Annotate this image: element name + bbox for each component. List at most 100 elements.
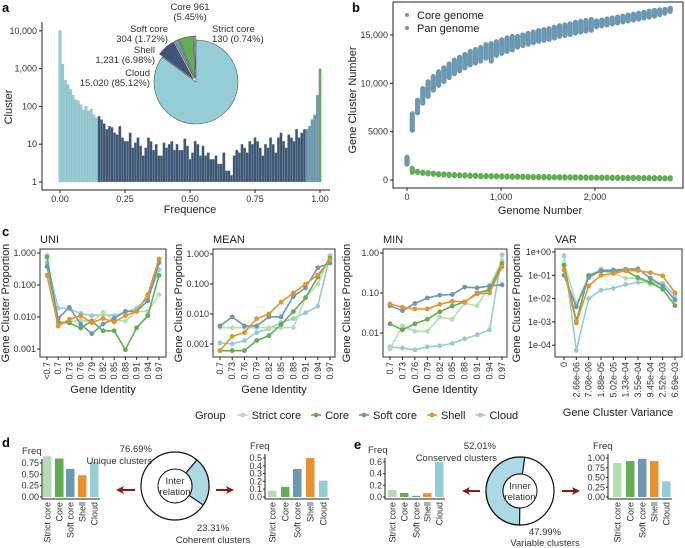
pan-genome-point xyxy=(599,17,605,29)
data-point-soft-core xyxy=(44,264,50,269)
pie-slice-core xyxy=(178,35,196,79)
core-genome-point xyxy=(493,173,500,180)
x-tick-label: 0.88 xyxy=(120,362,130,380)
plot-frame xyxy=(554,248,683,358)
data-point-shell xyxy=(217,348,223,354)
y-tick-label: 0.6 xyxy=(369,457,382,467)
histogram-bar xyxy=(167,144,171,183)
data-point-cloud xyxy=(573,347,579,353)
histogram-bar xyxy=(81,109,85,183)
histogram-bar xyxy=(292,141,296,183)
data-point-cloud xyxy=(598,287,604,293)
pie-label-value: 1,231 (6.98%) xyxy=(95,55,155,66)
filled-percent: 23.31% xyxy=(197,523,230,534)
histogram-bar xyxy=(79,104,83,183)
panel-a-histogram: Frequence Cluster 1 10 100 1,000 10,000 0.00 0… xyxy=(3,2,330,216)
legend-marker xyxy=(405,13,409,17)
x-tick-label: Cloud xyxy=(90,502,100,526)
y-tick-label: 1e-01 xyxy=(528,270,551,280)
x-tick-label: Core xyxy=(55,502,65,522)
donut-center-label: Inner xyxy=(509,481,531,492)
x-tick-label: 0.91 xyxy=(301,362,311,380)
bar-strict-core xyxy=(43,456,52,497)
pan-genome-point xyxy=(425,79,431,99)
histogram-bar xyxy=(284,147,288,183)
histogram-bar xyxy=(162,142,166,183)
data-point-core xyxy=(290,309,296,315)
histogram-bar xyxy=(206,152,210,183)
histogram-bar xyxy=(113,132,117,183)
pie-label-name: Soft core xyxy=(130,24,168,35)
y-tick-label: 1,000 xyxy=(14,64,37,74)
data-point-core xyxy=(156,272,162,278)
x-tick-label: Shell xyxy=(306,502,316,522)
x-tick-label: Shell xyxy=(650,502,660,522)
pan-genome-point xyxy=(441,65,447,84)
x-axis-title: Gene Cluster Variance xyxy=(563,407,673,419)
bar-chart-e-left: Freq 0.0 0.20.4 0.6 Strict core Core Soft core… xyxy=(368,445,445,543)
core-genome-point xyxy=(662,175,668,182)
data-point-shell xyxy=(647,270,653,276)
data-point-core xyxy=(672,303,678,309)
data-point-soft-core xyxy=(229,314,235,320)
histogram-bar xyxy=(276,137,280,183)
pan-genome-point xyxy=(567,21,573,38)
axis-lines xyxy=(41,459,100,500)
data-point-core xyxy=(449,303,455,309)
pan-genome-point xyxy=(488,41,494,64)
data-point-shell xyxy=(400,304,405,310)
data-point-soft-core xyxy=(123,308,128,314)
x-tick-label: 0.76 xyxy=(239,362,249,380)
histogram-bar xyxy=(214,155,218,183)
core-genome-point xyxy=(420,169,426,176)
x-axis-title: Genome Number xyxy=(498,205,583,217)
histogram-bar xyxy=(133,142,137,183)
pan-genome-point xyxy=(509,33,515,53)
histogram-bar xyxy=(219,163,223,183)
data-point-strict-core xyxy=(387,346,393,352)
pie-label-name: Shell xyxy=(134,45,155,56)
pie-slice-shell-hist xyxy=(159,41,194,80)
core-genome-point xyxy=(467,172,473,179)
pan-genome-point xyxy=(620,13,626,25)
y-axis-title: Gene Cluster Proportion xyxy=(0,244,12,363)
x-tick-label: 0.73 xyxy=(227,362,237,380)
data-point-shell xyxy=(635,268,641,273)
data-point-core xyxy=(635,275,641,280)
data-point-core xyxy=(67,320,72,326)
x-tick-label: 0.25 xyxy=(116,194,134,204)
x-tick-label: 0.97 xyxy=(325,362,335,380)
axis-lines xyxy=(384,458,445,500)
histogram-bar xyxy=(58,30,62,183)
data-point-shell xyxy=(573,320,579,326)
data-point-strict-core xyxy=(229,325,235,331)
histogram-bar xyxy=(87,110,91,183)
x-tick-label: Shell xyxy=(423,502,433,522)
histogram-bar xyxy=(76,100,80,183)
core-genome-point xyxy=(457,172,463,179)
x-tick-label: 0.76 xyxy=(410,362,420,380)
x-tick-label: 0.88 xyxy=(460,362,470,380)
y-axis-title: Freq xyxy=(250,441,270,452)
data-point-cloud xyxy=(623,282,629,287)
pan-genome-point xyxy=(562,22,568,39)
histogram-bar xyxy=(232,155,236,183)
x-tick-label: Cloud xyxy=(435,502,445,526)
core-genome-point xyxy=(667,175,673,182)
pan-genome-point xyxy=(530,29,536,46)
data-point-cloud xyxy=(449,340,455,346)
data-point-cloud xyxy=(89,313,95,319)
pan-genome-point xyxy=(457,54,463,74)
histogram-bar xyxy=(305,129,309,183)
histogram-bar xyxy=(149,141,153,183)
data-point-strict-core xyxy=(623,275,629,281)
data-point-core xyxy=(242,348,247,354)
bar-soft-core xyxy=(66,468,75,497)
histogram-bar xyxy=(237,152,241,183)
legend-label: Core xyxy=(325,410,349,422)
panel-label-e: e xyxy=(354,437,361,452)
